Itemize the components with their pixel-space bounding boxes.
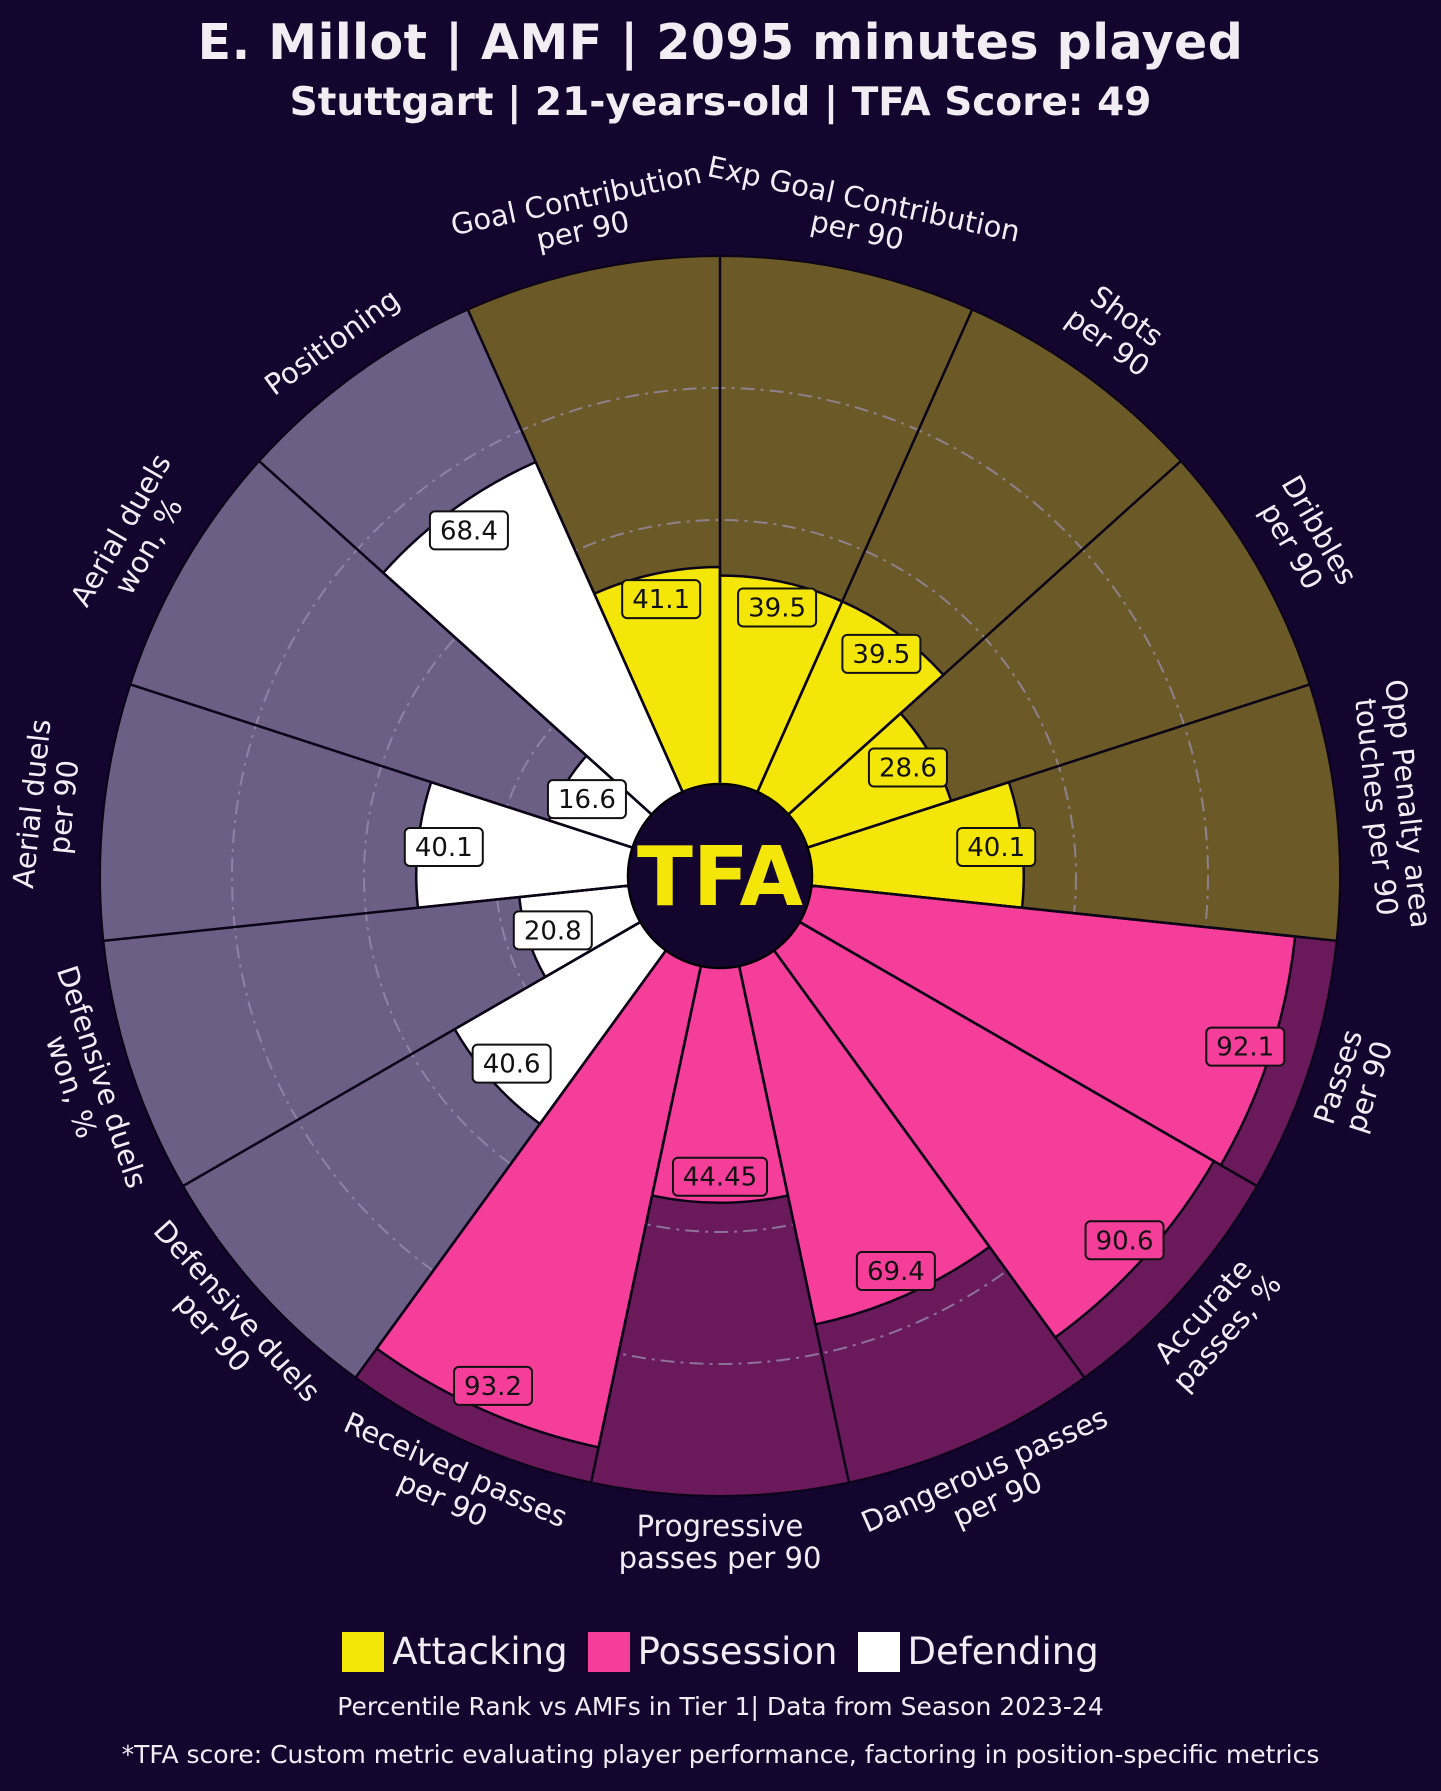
spoke-line: [103, 884, 629, 943]
value-label-text: 41.1: [632, 585, 690, 615]
legend-item-attacking: Attacking: [342, 1630, 568, 1673]
value-label-passes-per-90: 92.1: [1205, 1026, 1286, 1067]
value-label-text: 90.6: [1096, 1226, 1154, 1256]
spoke-lines: [103, 256, 1337, 1483]
value-label-shots-per-90: 39.5: [841, 633, 922, 674]
value-label-received-passes-per-90: 93.2: [453, 1365, 534, 1406]
spoke-line: [807, 683, 1311, 849]
category-label-progressive-passes-per-90: Progressive passes per 90: [619, 1509, 822, 1575]
value-label-defensive-duels-won: 20.8: [512, 910, 593, 951]
value-label-exp-goal-contribution-per-90: 39.5: [737, 587, 818, 628]
value-label-opp-penalty-area-touches-per-90: 40.1: [956, 826, 1037, 867]
legend: Attacking Possession Defending: [0, 1630, 1441, 1673]
legend-swatch-defending: [857, 1631, 900, 1672]
value-label-text: 68.4: [440, 516, 498, 546]
legend-label-possession: Possession: [637, 1630, 838, 1673]
value-label-text: 39.5: [852, 640, 910, 670]
value-label-goal-contribution-per-90: 41.1: [621, 579, 702, 620]
category-label-aerial-duels-per-90: Aerial duelsper 90: [6, 717, 89, 893]
value-label-dribbles-per-90: 28.6: [867, 747, 948, 788]
center-logo: TFA: [627, 783, 813, 969]
value-label-box: [453, 1365, 534, 1406]
value-label-text: 40.1: [415, 833, 473, 863]
spoke-line: [258, 460, 653, 816]
category-label-opp-penalty-area-touches-per-90: Opp Penalty areatouches per 90: [1346, 678, 1438, 933]
legend-label-attacking: Attacking: [392, 1630, 568, 1673]
grid-ring-50: [363, 519, 1077, 1233]
category-label-shots-per-90: Shotsper 90: [1060, 275, 1175, 384]
value-label-dangerous-passes-per-90: 69.4: [855, 1251, 936, 1292]
value-label-box: [512, 910, 593, 951]
value-label-text: 40.1: [967, 833, 1025, 863]
value-label-text: 39.5: [748, 593, 806, 623]
value-label-box: [621, 579, 702, 620]
value-label-box: [1084, 1220, 1165, 1261]
value-labels: 41.1 39.5 39.5 28.6 40.1 92.1 90.6 69.4 44.45 93.…: [403, 510, 1286, 1406]
value-label-box: [672, 1156, 768, 1197]
value-label-box: [737, 587, 818, 628]
value-label-box: [546, 779, 627, 820]
value-label-text: 69.4: [867, 1257, 925, 1287]
value-label-progressive-passes-per-90: 44.45: [672, 1156, 768, 1197]
value-label-box: [1205, 1026, 1286, 1067]
spoke-line: [589, 965, 703, 1483]
value-label-text: 20.8: [524, 916, 582, 946]
spoke-line: [811, 884, 1337, 943]
legend-swatch-attacking: [342, 1631, 385, 1672]
value-label-box: [956, 826, 1037, 867]
footnote-definition: *TFA score: Custom metric evaluating pla…: [121, 1740, 1320, 1769]
spoke-line: [737, 965, 851, 1483]
legend-swatch-possession: [587, 1631, 630, 1672]
value-label-box: [855, 1251, 936, 1292]
spoke-line: [799, 920, 1258, 1188]
footnote-data-source: Percentile Rank vs AMFs in Tier 1| Data …: [337, 1692, 1104, 1721]
value-label-aerial-duels-per-90: 40.1: [403, 826, 484, 867]
spoke-line: [756, 309, 974, 793]
value-label-accurate-passes: 90.6: [1084, 1220, 1165, 1261]
spoke-line: [773, 949, 1086, 1379]
legend-item-defending: Defending: [857, 1630, 1099, 1673]
value-label-box: [841, 633, 922, 674]
spoke-line: [466, 309, 684, 793]
value-label-text: 93.2: [464, 1372, 522, 1402]
pizza-chart: 41.1 39.5 39.5 28.6 40.1 92.1 90.6 69.4 44.45 93.…: [6, 149, 1438, 1575]
legend-item-possession: Possession: [587, 1630, 838, 1673]
spoke-line: [182, 920, 641, 1188]
chart-subtitle: Stuttgart | 21-years-old | TFA Score: 49: [289, 80, 1152, 125]
spoke-line: [354, 949, 667, 1379]
chart-title: E. Millot | AMF | 2095 minutes played: [197, 14, 1244, 71]
value-label-text: 16.6: [558, 785, 616, 815]
spoke-line: [787, 460, 1182, 816]
value-label-text: 44.45: [683, 1163, 757, 1193]
tfa-logo: TFA: [637, 830, 804, 925]
value-label-box: [403, 826, 484, 867]
value-label-text: 28.6: [879, 753, 937, 783]
value-label-box: [428, 510, 509, 551]
spoke-line: [129, 683, 633, 849]
value-label-box: [471, 1043, 552, 1084]
legend-label-defending: Defending: [907, 1630, 1099, 1673]
value-label-aerial-duels-won: 16.6: [546, 779, 627, 820]
category-label-passes-per-90: Passesper 90: [1307, 1025, 1400, 1138]
value-label-text: 92.1: [1216, 1033, 1274, 1063]
value-label-defensive-duels-per-90: 40.6: [471, 1043, 552, 1084]
value-label-positioning: 68.4: [428, 510, 509, 551]
center-circle: [627, 783, 813, 969]
value-label-box: [867, 747, 948, 788]
category-label-goal-contribution-per-90: Goal Contributionper 90: [448, 156, 711, 274]
value-label-text: 40.6: [483, 1050, 541, 1080]
